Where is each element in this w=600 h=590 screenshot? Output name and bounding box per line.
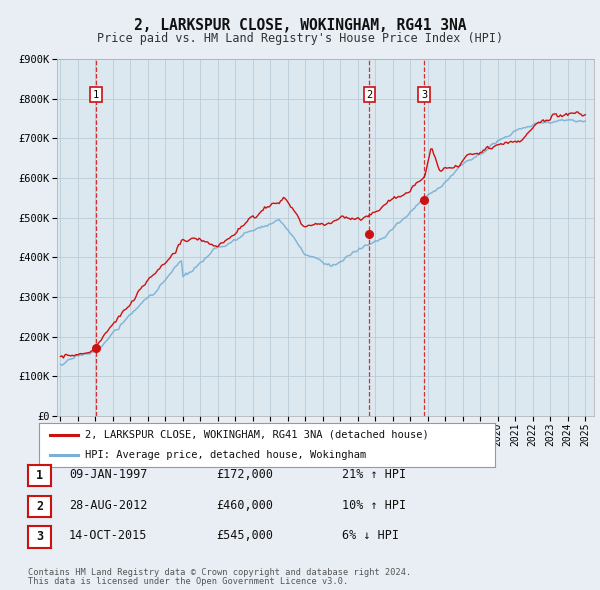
Text: 3: 3	[421, 90, 427, 100]
Text: 3: 3	[36, 530, 43, 543]
Text: 21% ↑ HPI: 21% ↑ HPI	[342, 468, 406, 481]
Text: 14-OCT-2015: 14-OCT-2015	[69, 529, 148, 542]
Text: 2: 2	[36, 500, 43, 513]
Text: £460,000: £460,000	[216, 499, 273, 512]
Text: 2, LARKSPUR CLOSE, WOKINGHAM, RG41 3NA (detached house): 2, LARKSPUR CLOSE, WOKINGHAM, RG41 3NA (…	[85, 430, 428, 440]
Text: 6% ↓ HPI: 6% ↓ HPI	[342, 529, 399, 542]
Text: Price paid vs. HM Land Registry's House Price Index (HPI): Price paid vs. HM Land Registry's House …	[97, 32, 503, 45]
Text: £172,000: £172,000	[216, 468, 273, 481]
Text: Contains HM Land Registry data © Crown copyright and database right 2024.: Contains HM Land Registry data © Crown c…	[28, 568, 412, 577]
Text: This data is licensed under the Open Government Licence v3.0.: This data is licensed under the Open Gov…	[28, 578, 349, 586]
Text: 1: 1	[93, 90, 99, 100]
Text: 2: 2	[366, 90, 373, 100]
Text: £545,000: £545,000	[216, 529, 273, 542]
Text: 09-JAN-1997: 09-JAN-1997	[69, 468, 148, 481]
Text: 10% ↑ HPI: 10% ↑ HPI	[342, 499, 406, 512]
Text: 2, LARKSPUR CLOSE, WOKINGHAM, RG41 3NA: 2, LARKSPUR CLOSE, WOKINGHAM, RG41 3NA	[134, 18, 466, 32]
Text: HPI: Average price, detached house, Wokingham: HPI: Average price, detached house, Woki…	[85, 450, 366, 460]
Text: 28-AUG-2012: 28-AUG-2012	[69, 499, 148, 512]
Text: 1: 1	[36, 469, 43, 482]
